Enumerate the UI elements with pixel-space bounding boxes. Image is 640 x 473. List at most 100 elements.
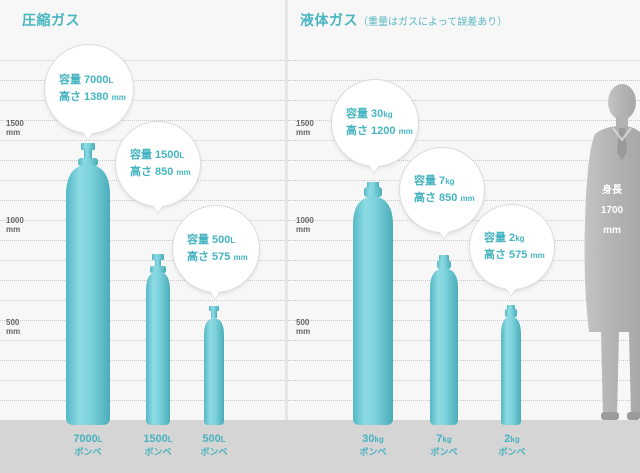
capacity-unit: kg	[445, 177, 455, 186]
person-silhouette	[584, 84, 640, 420]
bubble-tail	[506, 288, 516, 296]
cylinder-7kg	[430, 255, 458, 425]
panel-divider	[285, 0, 288, 420]
height-text: 高さ 1380	[59, 91, 109, 103]
person-height-unit: mm	[603, 225, 621, 236]
height-unit: mm	[398, 127, 413, 136]
liquefied-gas-title: 液体ガス（重量はガスによって誤差あり）	[300, 10, 507, 30]
label-value: 1500	[143, 433, 168, 445]
capacity-unit: kg	[515, 234, 525, 243]
label-unit: L	[97, 435, 103, 444]
cylinder-30kg	[353, 182, 393, 425]
scale-label-500: 500 mm	[6, 318, 20, 336]
capacity-text: 容量 7000	[59, 74, 109, 86]
compressed-gas-title-text: 圧縮ガス	[22, 12, 80, 28]
label-value: 30	[362, 433, 375, 445]
gridline	[0, 380, 285, 381]
gridline	[0, 80, 285, 81]
cylinder-label-500l: 500L ボンベ	[189, 433, 239, 458]
scale-unit: mm	[296, 128, 311, 137]
capacity-text: 容量 30	[346, 108, 384, 120]
gridline	[288, 100, 640, 101]
bubble-tail	[153, 205, 163, 213]
bubble-tail	[369, 165, 379, 173]
bubble-tail	[83, 132, 93, 140]
gridline	[0, 240, 285, 241]
label-sub: ボンベ	[200, 447, 228, 457]
label-sub: ボンベ	[498, 447, 526, 457]
label-sub: ボンベ	[359, 447, 387, 457]
scale-unit: mm	[296, 327, 311, 336]
bubble-tail	[210, 291, 220, 299]
capacity-text: 容量 7	[414, 175, 446, 187]
gridline	[0, 60, 285, 61]
label-value: 7000	[73, 433, 98, 445]
liquefied-gas-title-text: 液体ガス	[300, 12, 358, 28]
gridline	[288, 380, 640, 381]
liquefied-gas-subtitle: （重量はガスによって誤差あり）	[358, 17, 508, 28]
cylinder-2kg	[501, 305, 521, 425]
scale-unit: mm	[6, 327, 21, 336]
gridline	[288, 360, 640, 361]
scale-label-1000: 1000 mm	[6, 216, 24, 234]
cylinder-label-7kg: 7kg ボンベ	[419, 433, 469, 458]
label-sub: ボンベ	[144, 447, 172, 457]
capacity-unit: L	[230, 236, 236, 245]
gridline	[0, 320, 285, 321]
gridline	[0, 400, 285, 401]
scale-label-1500: 1500 mm	[6, 119, 24, 137]
label-unit: kg	[442, 435, 452, 444]
cylinder-500l	[204, 306, 224, 425]
scale-value: 1000	[6, 216, 24, 225]
scale-value: 500	[296, 318, 310, 327]
person-height-value: 1700	[600, 205, 624, 216]
gridline	[288, 140, 640, 141]
gridline	[0, 280, 285, 281]
label-sub: ボンベ	[430, 447, 458, 457]
cylinder-7000l	[66, 143, 110, 425]
person-height-label: 身長 1700 mm	[583, 181, 640, 241]
gridline	[288, 320, 640, 321]
floor	[0, 420, 640, 473]
bubble-30kg: 容量 30kg 高さ 1200 mm	[332, 80, 418, 166]
capacity-text: 容量 2	[484, 232, 516, 244]
bubble-7000l: 容量 7000L 高さ 1380 mm	[45, 45, 133, 133]
height-text: 高さ 575	[484, 249, 528, 261]
scale-value: 1500	[296, 119, 314, 128]
gridline	[288, 300, 640, 301]
scale-unit: mm	[6, 128, 21, 137]
gridline	[0, 340, 285, 341]
scale-unit: mm	[296, 225, 311, 234]
label-unit: L	[220, 435, 226, 444]
compressed-gas-title: 圧縮ガス	[22, 10, 80, 30]
cylinder-label-2kg: 2kg ボンベ	[487, 433, 537, 458]
person-height-title: 身長	[602, 185, 622, 196]
gridline	[0, 260, 285, 261]
height-text: 高さ 1200	[346, 125, 396, 137]
cylinder-label-30kg: 30kg ボンベ	[348, 433, 398, 458]
gridline	[288, 240, 640, 241]
gridline	[0, 360, 285, 361]
height-unit: mm	[176, 168, 191, 177]
capacity-text: 容量 500	[187, 234, 231, 246]
label-value: 7	[436, 433, 443, 445]
scale-label-500: 500 mm	[296, 318, 310, 336]
scale-value: 1500	[6, 119, 24, 128]
bubble-7kg: 容量 7kg 高さ 850 mm	[400, 148, 484, 232]
label-unit: kg	[374, 435, 384, 444]
gridline	[0, 120, 285, 121]
gridline	[288, 260, 640, 261]
height-unit: mm	[111, 93, 126, 102]
capacity-text: 容量 1500	[130, 149, 180, 161]
scale-value: 500	[6, 318, 20, 327]
height-unit: mm	[233, 253, 248, 262]
label-value: 500	[202, 433, 221, 445]
bubble-500l: 容量 500L 高さ 575 mm	[173, 206, 259, 292]
gridline	[0, 100, 285, 101]
height-unit: mm	[530, 251, 545, 260]
height-text: 高さ 575	[187, 251, 231, 263]
gridline	[288, 120, 640, 121]
gridline	[0, 220, 285, 221]
scale-value: 1000	[296, 216, 314, 225]
